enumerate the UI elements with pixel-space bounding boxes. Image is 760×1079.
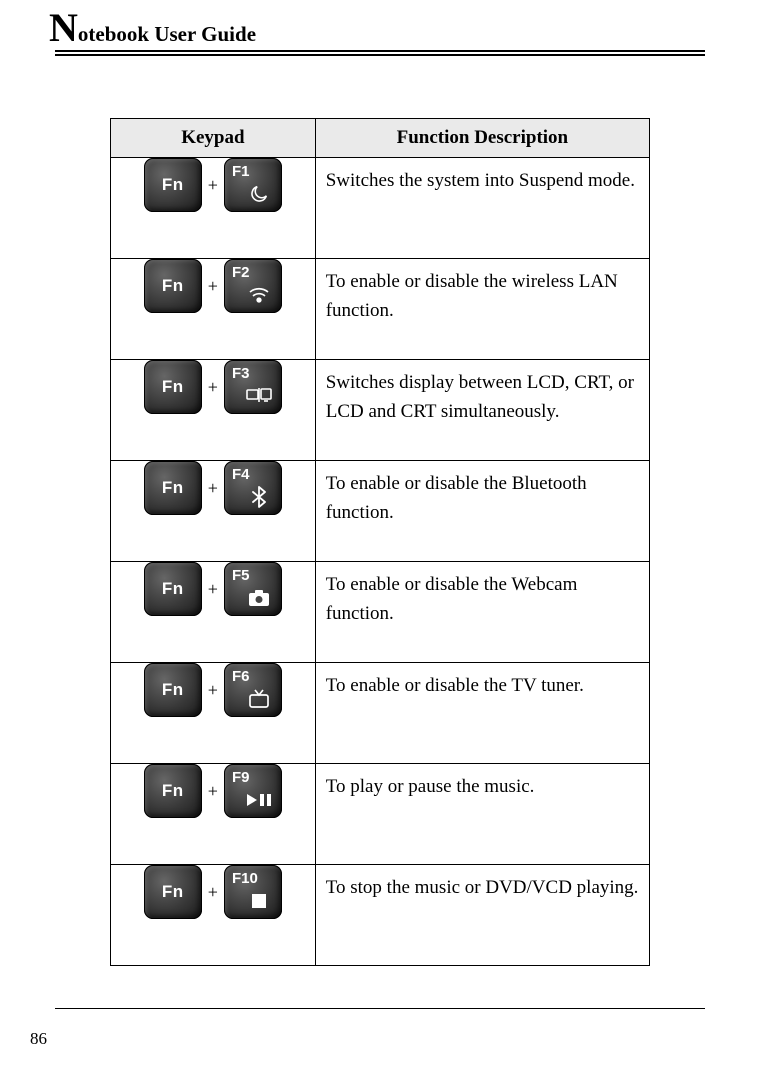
fn-key: Fn <box>144 663 202 717</box>
column-header-description: Function Description <box>315 119 649 158</box>
plus-sign: + <box>208 781 218 802</box>
description-cell: To enable or disable the Bluetooth funct… <box>315 461 649 562</box>
fn-key: Fn <box>144 461 202 515</box>
keypad-cell: Fn + F1 <box>111 158 316 259</box>
fkey-label: F1 <box>232 163 250 180</box>
keypad-cell: Fn + F10 <box>111 865 316 966</box>
plus-sign: + <box>208 882 218 903</box>
fn-key-label: Fn <box>162 882 184 902</box>
fn-key: Fn <box>144 259 202 313</box>
table-row: Fn + F5 To enable or disable the Webca <box>111 562 650 663</box>
table-row: Fn + F6 To enable or disable the TV tu <box>111 663 650 764</box>
page-number: 86 <box>30 1029 47 1049</box>
plus-sign: + <box>208 478 218 499</box>
description-cell: To enable or disable the wireless LAN fu… <box>315 259 649 360</box>
description-cell: Switches display between LCD, CRT, or LC… <box>315 360 649 461</box>
fkey-label: F6 <box>232 668 250 685</box>
f1-key: F1 <box>224 158 282 212</box>
page-header: Notebook User Guide <box>55 0 705 56</box>
keypad-cell: Fn + F6 <box>111 663 316 764</box>
table-row: Fn + F3 Switches display between LCD, <box>111 360 650 461</box>
fn-key: Fn <box>144 764 202 818</box>
content-area: Keypad Function Description Fn + F1 <box>55 56 705 966</box>
keypad-cell: Fn + F3 <box>111 360 316 461</box>
stop-icon <box>244 889 274 913</box>
plus-sign: + <box>208 276 218 297</box>
moon-icon <box>244 182 274 206</box>
fkey-label: F2 <box>232 264 250 281</box>
camera-icon <box>244 586 274 610</box>
footer-rule <box>55 1008 705 1009</box>
f4-key: F4 <box>224 461 282 515</box>
bluetooth-icon <box>244 485 274 509</box>
fn-key-label: Fn <box>162 680 184 700</box>
fkey-label: F4 <box>232 466 250 483</box>
tv-icon <box>244 687 274 711</box>
plus-sign: + <box>208 175 218 196</box>
keypad-cell: Fn + F9 <box>111 764 316 865</box>
fn-key-label: Fn <box>162 579 184 599</box>
keypad-cell: Fn + F4 <box>111 461 316 562</box>
fn-key: Fn <box>144 562 202 616</box>
table-row: Fn + F10 To stop the music or DVD/VCD <box>111 865 650 966</box>
header-title-rest: otebook User Guide <box>78 22 256 46</box>
f10-key: F10 <box>224 865 282 919</box>
f9-key: F9 <box>224 764 282 818</box>
f3-key: F3 <box>224 360 282 414</box>
plus-sign: + <box>208 680 218 701</box>
fn-key-label: Fn <box>162 377 184 397</box>
keypad-cell: Fn + F2 <box>111 259 316 360</box>
fn-key: Fn <box>144 360 202 414</box>
fkey-label: F9 <box>232 769 250 786</box>
header-rule-thin <box>55 55 705 56</box>
display-icon <box>244 384 274 408</box>
fn-key-label: Fn <box>162 478 184 498</box>
fkey-label: F3 <box>232 365 250 382</box>
function-key-table: Keypad Function Description Fn + F1 <box>110 118 650 966</box>
fn-key-label: Fn <box>162 781 184 801</box>
fkey-label: F10 <box>232 870 258 887</box>
fkey-label: F5 <box>232 567 250 584</box>
description-cell: Switches the system into Suspend mode. <box>315 158 649 259</box>
column-header-keypad: Keypad <box>111 119 316 158</box>
table-row: Fn + F4 To enable or disable the Bluet <box>111 461 650 562</box>
description-cell: To enable or disable the TV tuner. <box>315 663 649 764</box>
plus-sign: + <box>208 579 218 600</box>
table-row: Fn + F1 Switches the system into Suspe <box>111 158 650 259</box>
description-cell: To stop the music or DVD/VCD playing. <box>315 865 649 966</box>
keypad-cell: Fn + F5 <box>111 562 316 663</box>
fn-key: Fn <box>144 865 202 919</box>
table-row: Fn + F9 To play or pause the music. <box>111 764 650 865</box>
plus-sign: + <box>208 377 218 398</box>
fn-key-label: Fn <box>162 276 184 296</box>
header-title-prefix: N <box>49 5 78 50</box>
description-cell: To enable or disable the Webcam function… <box>315 562 649 663</box>
header-title: Notebook User Guide <box>49 4 256 51</box>
f6-key: F6 <box>224 663 282 717</box>
f2-key: F2 <box>224 259 282 313</box>
playpause-icon <box>244 788 274 812</box>
description-cell: To play or pause the music. <box>315 764 649 865</box>
table-row: Fn + F2 To enable or disable the wirel <box>111 259 650 360</box>
wifi-icon <box>244 283 274 307</box>
fn-key: Fn <box>144 158 202 212</box>
f5-key: F5 <box>224 562 282 616</box>
fn-key-label: Fn <box>162 175 184 195</box>
